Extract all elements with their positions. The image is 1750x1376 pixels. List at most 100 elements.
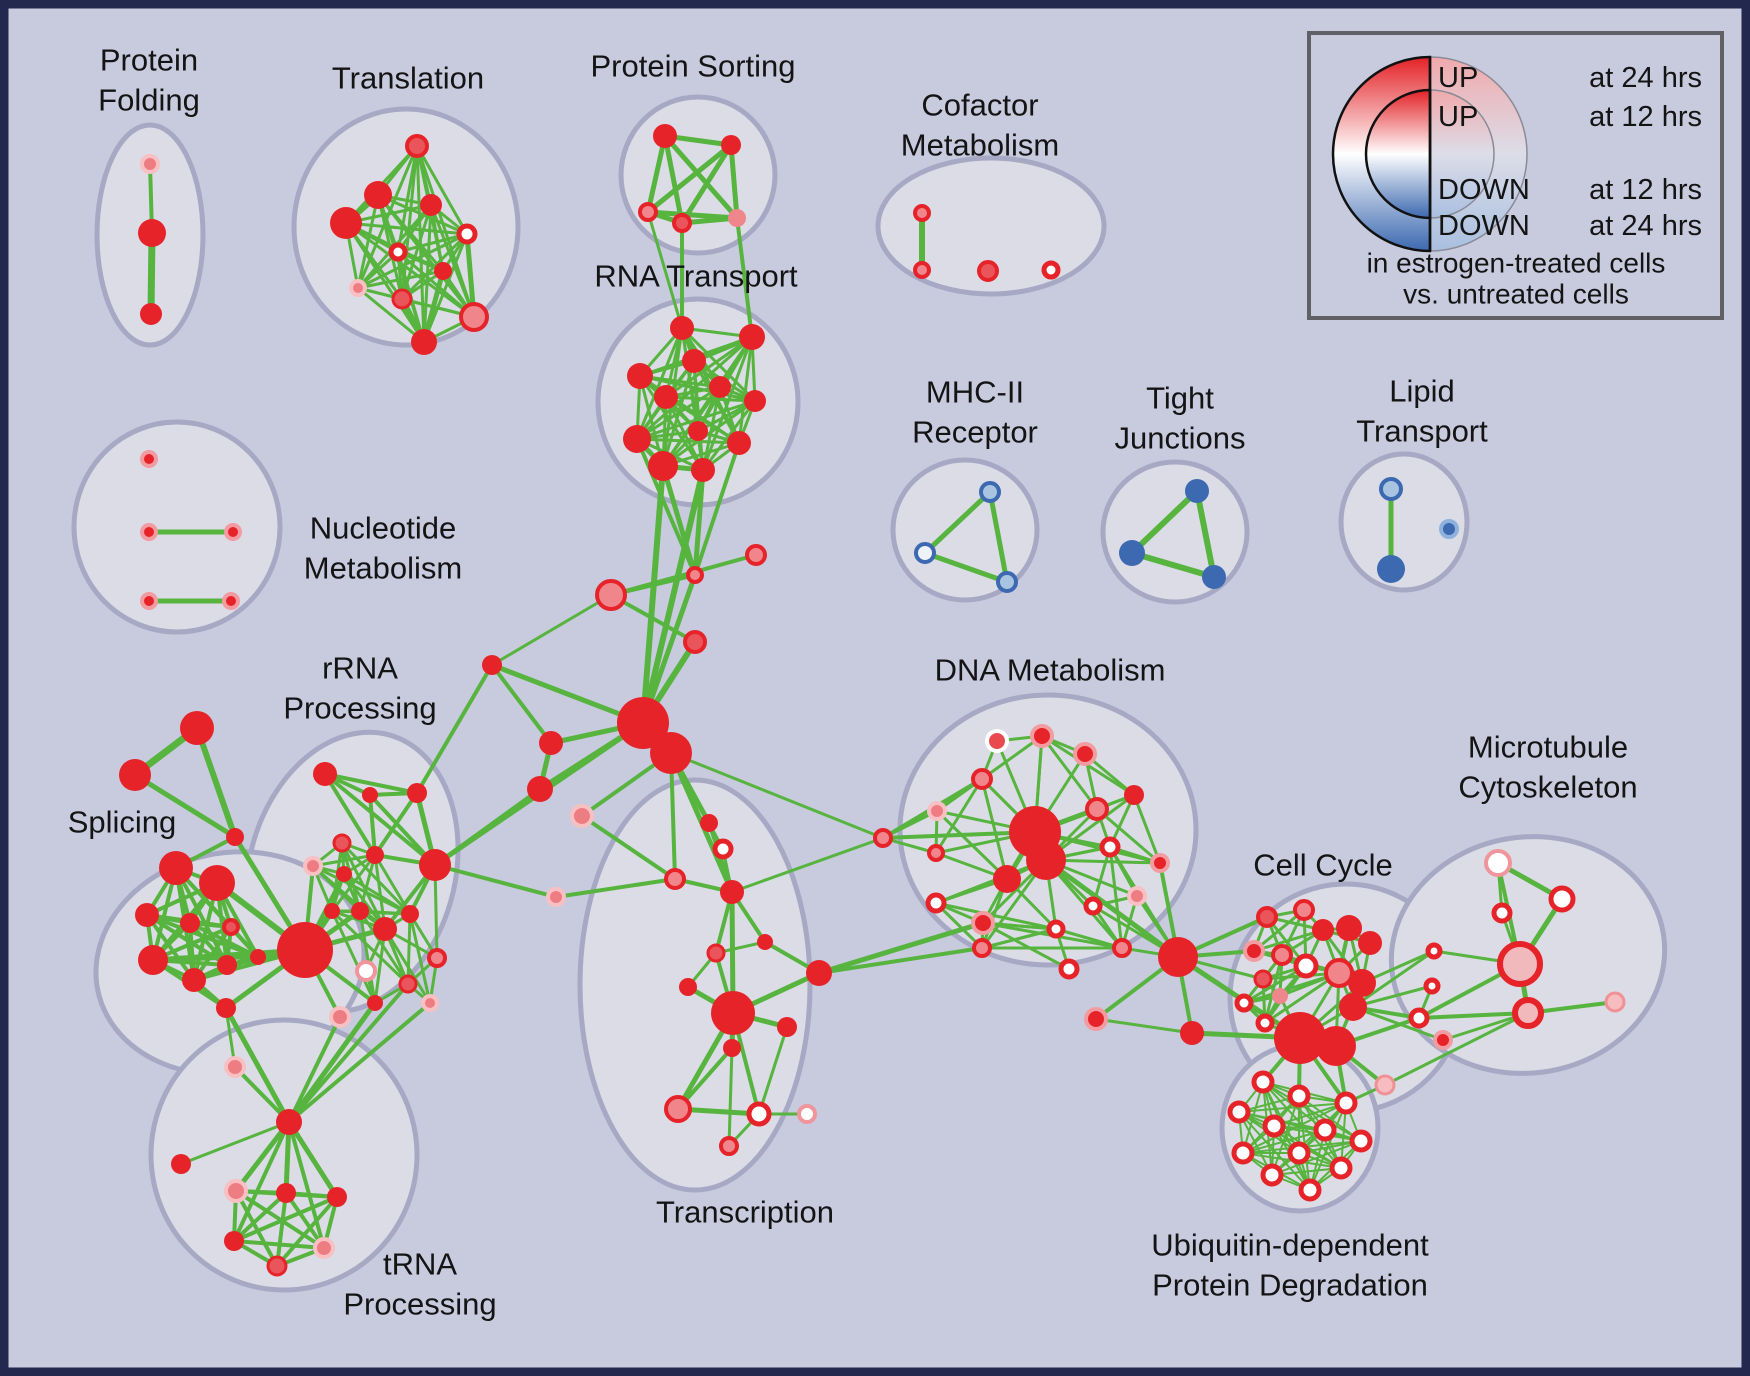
node-mh3 xyxy=(996,571,1018,593)
node-mt2 xyxy=(1548,885,1576,913)
edge-cc3-cc6 xyxy=(1252,928,1325,953)
node-rr9 xyxy=(324,903,340,919)
node-nm3 xyxy=(224,523,242,541)
node-t6 xyxy=(388,242,408,262)
node-t2 xyxy=(364,181,392,209)
cluster-microtubule-cytoskeleton-label-line2: Cytoskeleton xyxy=(1458,770,1637,805)
node-d3 xyxy=(1073,742,1097,766)
node-tc10 xyxy=(711,991,755,1035)
edge-d15-d19 xyxy=(934,901,1058,931)
cluster-tight-junctions-label-line1: Tight xyxy=(1146,381,1214,416)
edge-t3-t5 xyxy=(344,221,469,236)
node-t8 xyxy=(349,279,367,297)
edge-mh1-mh3 xyxy=(987,489,1010,585)
cluster-nucleotide-metabolism-label-line2: Metabolism xyxy=(304,551,463,586)
edge-d22-d16 xyxy=(981,921,1071,971)
edge-rr1-rr8 xyxy=(323,772,437,867)
edge-u3-u12 xyxy=(1238,1111,1311,1191)
edge-mid4-tc3 xyxy=(580,814,677,881)
edge-rt2-rt6 xyxy=(664,335,754,399)
edge-d8-tc4 xyxy=(730,836,885,894)
edge-ps1-ps3 xyxy=(645,133,668,215)
node-u12 xyxy=(1298,1178,1322,1202)
edge-rr17-trh xyxy=(287,1001,432,1124)
edge-t4-t10 xyxy=(429,203,476,319)
edge-trh-tre xyxy=(287,1120,326,1250)
node-tc12 xyxy=(723,1039,741,1057)
node-trf xyxy=(266,1255,288,1277)
legend-up-24-label: UP xyxy=(1438,62,1478,94)
node-tc9 xyxy=(806,960,832,986)
node-d7 xyxy=(1124,785,1144,805)
node-h2 xyxy=(650,732,692,774)
node-x3 xyxy=(595,579,627,611)
edge-tc9-d16 xyxy=(816,920,986,976)
edge-s1-s3 xyxy=(194,725,238,840)
edge-rt6-rt7 xyxy=(664,395,757,403)
node-d22 xyxy=(1058,958,1080,980)
node-tj3 xyxy=(1202,565,1226,589)
node-s1 xyxy=(180,711,214,745)
edge-tc12-tc16 xyxy=(727,1046,734,1148)
node-d6 xyxy=(1085,797,1109,821)
node-cc9 xyxy=(1324,958,1354,988)
node-rt11 xyxy=(648,451,678,481)
node-tc7 xyxy=(706,943,726,963)
edge-t1-t5 xyxy=(415,144,469,236)
cluster-dna-metabolism-label-line1: DNA Metabolism xyxy=(935,653,1166,688)
cluster-trna-processing-label-line1: tRNA xyxy=(383,1247,457,1282)
edge-rr9-rr15 xyxy=(330,909,410,986)
node-mt6 xyxy=(1423,977,1441,995)
node-cc13 xyxy=(1234,993,1254,1013)
edge-mh2-mh3 xyxy=(922,550,1010,585)
node-x1 xyxy=(686,566,704,584)
cluster-splicing-label-line1: Splicing xyxy=(68,805,177,840)
node-d8 xyxy=(873,828,893,848)
node-tc5 xyxy=(546,887,566,907)
edge-rr8-tc5 xyxy=(433,863,558,899)
node-mid4 xyxy=(570,804,594,828)
edge-d19-d25 xyxy=(980,927,1058,950)
node-rt2 xyxy=(739,324,765,350)
legend-glyph-inner-right xyxy=(1429,89,1495,219)
edge-mh1-mh2 xyxy=(922,489,993,556)
edge-tj1-tj3 xyxy=(1194,488,1217,580)
node-t5 xyxy=(456,223,478,245)
edge-x3-x4 xyxy=(609,593,697,644)
node-u6 xyxy=(1313,1118,1337,1142)
node-d4 xyxy=(971,768,993,790)
node-tc13 xyxy=(664,1095,692,1123)
cluster-protein-folding-label-line1: Protein xyxy=(100,43,198,78)
node-tc14 xyxy=(746,1101,772,1127)
node-s3 xyxy=(226,828,244,846)
node-rt10 xyxy=(727,431,751,455)
node-sp8 xyxy=(217,955,237,975)
node-tre xyxy=(313,1237,335,1259)
node-x4 xyxy=(683,630,707,654)
edge-rt4-rt12 xyxy=(638,374,705,472)
node-rr12 xyxy=(401,905,419,923)
node-cc11 xyxy=(1253,969,1273,989)
node-cc8 xyxy=(1293,953,1319,979)
edge-u2-u11 xyxy=(1271,1095,1300,1176)
edge-d14-d7 xyxy=(1132,793,1162,865)
edge-t5-t11 xyxy=(422,232,469,344)
node-cc5 xyxy=(1358,931,1382,955)
cluster-nucleotide-metabolism-ellipse xyxy=(71,419,283,635)
node-cc12 xyxy=(1272,988,1288,1004)
node-u4 xyxy=(1334,1091,1358,1115)
legend-down-24-label: DOWN xyxy=(1438,210,1530,242)
edge-sp6-sp9 xyxy=(151,955,260,962)
node-sp2 xyxy=(199,865,235,901)
edge-d15-d25 xyxy=(934,901,984,950)
node-co1 xyxy=(913,204,931,222)
node-rr11 xyxy=(373,917,397,941)
node-mt1 xyxy=(1484,849,1512,877)
node-sp3 xyxy=(135,903,159,927)
cluster-cofactor-metabolism-label-line2: Metabolism xyxy=(901,128,1060,163)
edge-up1-mt8 xyxy=(1383,1011,1530,1087)
edge-rr11-rr16 xyxy=(373,927,387,1005)
node-tc4 xyxy=(720,880,744,904)
